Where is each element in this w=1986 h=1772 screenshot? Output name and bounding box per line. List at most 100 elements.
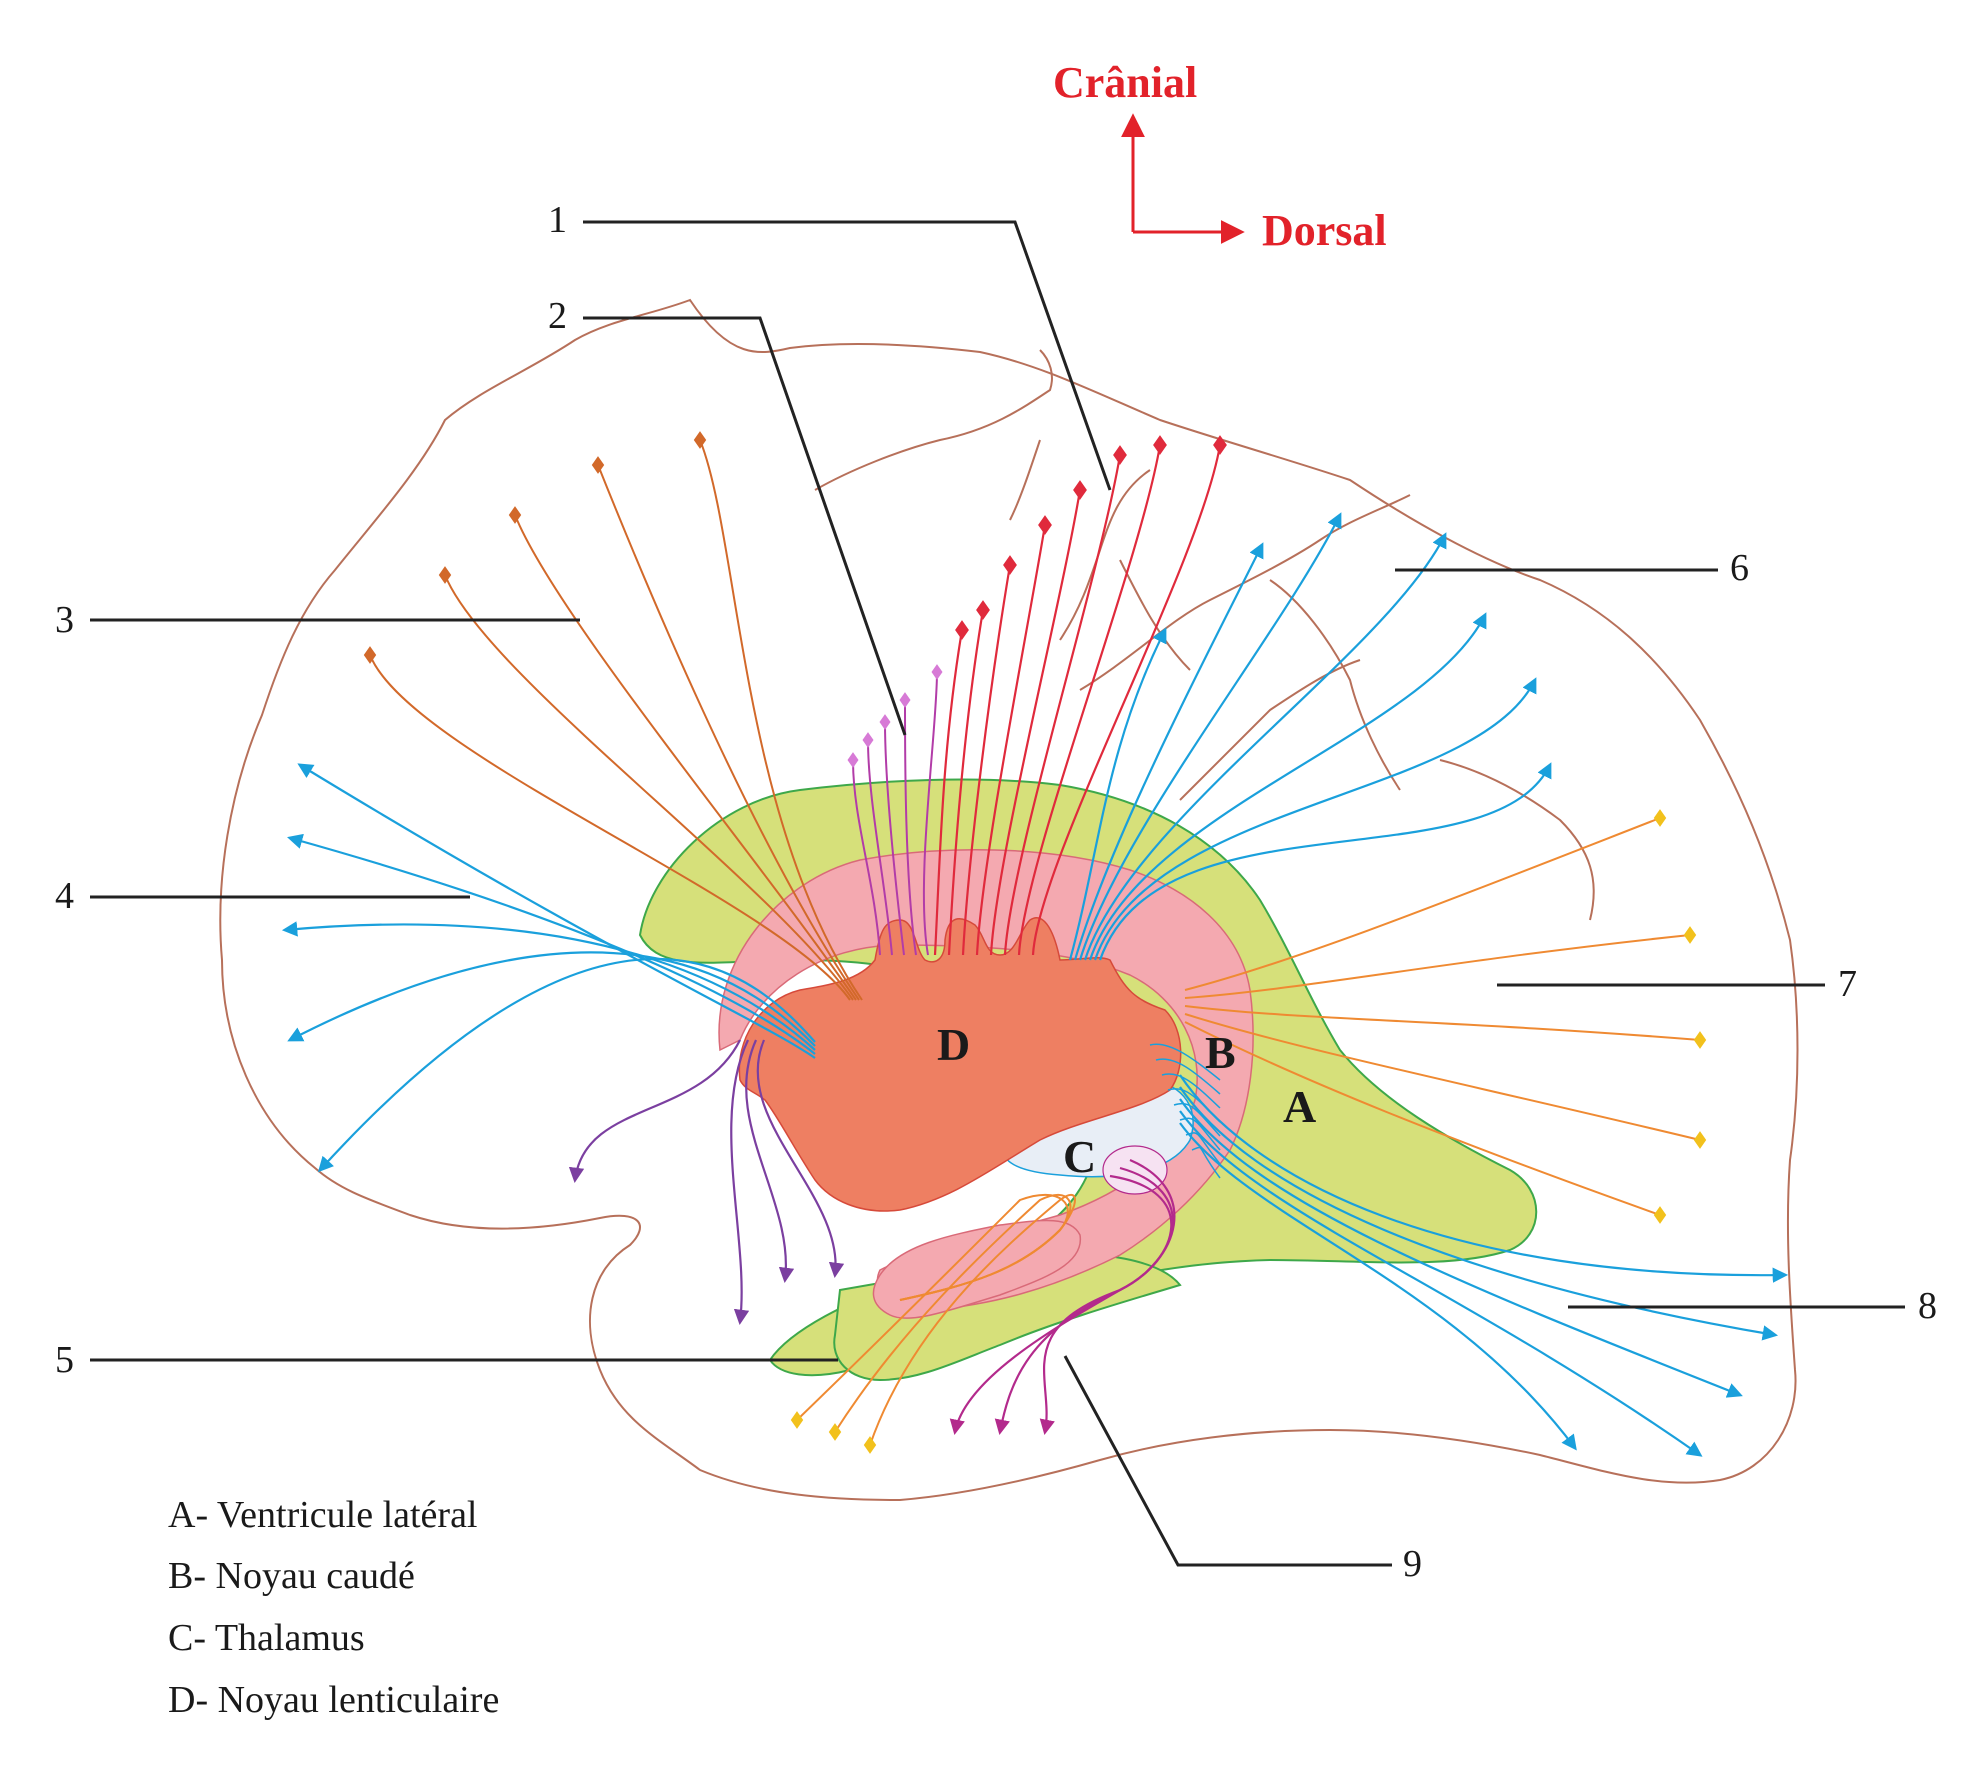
cell-yellow [1653,809,1667,827]
fiber-purple [756,1039,845,1279]
cell-yellow [1693,1031,1707,1049]
fiber-blue-thalamic [1149,1043,1221,1081]
cell-orange-dark [363,646,377,664]
cell-temporal [790,1411,804,1429]
fiber-purple [730,1039,750,1326]
fiber-blue-upward [1098,762,1552,961]
legend-item-C: C- Thalamus [168,1617,365,1659]
fiber-orange-temporal [869,1193,1076,1446]
brain-sulci [814,349,1595,921]
fiber-blue-thalamic [1185,1132,1221,1165]
fiber-orange [1184,934,1691,999]
fiber-purple [568,1039,741,1184]
dorsal-label: Dorsal [1262,206,1387,255]
cell-red [1003,555,1017,575]
label-7: 7 [1838,963,1857,1005]
fiber-pink [922,671,938,956]
fiber-red [1017,444,1162,956]
orientation-compass: Crânial Dorsal [1053,58,1387,255]
compass-axes [1131,120,1240,232]
fiber-orange-dark [444,574,854,1001]
fiber-blue-posterior [1179,1086,1779,1341]
cell-yellow [1683,926,1697,944]
fiber-blue-upward [1083,532,1447,961]
fiber-blue-posterior [1179,1122,1577,1451]
fiber-blue-thalamic [1161,1073,1221,1109]
fiber-orange-dark [597,464,860,1001]
cell-orange-dark [508,506,522,524]
label-4: 4 [55,875,74,917]
legend-item-D: D- Noyau lenticulaire [168,1679,499,1721]
fiber-blue-upward [1073,542,1264,961]
fiber-pink [852,759,881,956]
structure-A: A [1283,1081,1316,1132]
fiber-red [989,489,1082,956]
cell-pink [862,732,874,748]
label-1: 1 [548,199,567,241]
label-2: 2 [548,295,567,337]
fiber-blue-thalamic [1167,1088,1221,1123]
cell-pink [879,714,891,730]
legend-item-A: A- Ventricule latéral [168,1494,478,1536]
fiber-blue-thalamic [1179,1117,1221,1151]
fiber-blue-anterior [287,833,816,1055]
label-6: 6 [1730,547,1749,589]
fiber-orange [1184,1013,1701,1141]
cell-orange-dark [438,566,452,584]
cell-red [1213,435,1227,455]
structure-B: B [1205,1027,1236,1078]
cranial-label: Crânial [1053,58,1197,107]
label-5: 5 [55,1339,74,1381]
fiber-blue-thalamic [1155,1058,1221,1095]
fiber-violet [1039,1174,1173,1436]
cell-orange-dark [591,456,605,474]
leader-1 [583,220,1112,491]
cell-yellow [1653,1206,1667,1224]
cell-yellow [1693,1131,1707,1149]
fiber-red [961,564,1012,956]
fiber-pink [867,739,893,956]
cell-pink [931,664,943,680]
label-8: 8 [1918,1285,1937,1327]
leader-9 [1063,1355,1392,1567]
fiber-orange-dark [699,439,863,1001]
fiber-red [1031,444,1222,956]
structure-D: D [937,1019,970,1070]
fiber-blue-upward [1088,612,1487,961]
structure-C: C [1063,1131,1096,1182]
fiber-orange-dark [514,514,857,1001]
cell-red [1038,515,1052,535]
fiber-blue-posterior [1179,1110,1703,1457]
fiber-orange [1184,1005,1701,1041]
cell-temporal [863,1436,877,1454]
fiber-blue-thalamic [1191,1146,1221,1179]
fiber-orange [1184,1021,1661,1216]
fiber-orange [1184,817,1661,991]
cell-red [1113,445,1127,465]
fiber-blue-upward [1093,677,1537,961]
legend-item-B: B- Noyau caudé [168,1555,415,1597]
cell-red [1073,480,1087,500]
fiber-red [933,629,964,956]
label-9: 9 [1403,1543,1422,1585]
label-3: 3 [55,599,74,641]
cell-pink [847,752,859,768]
projection-fibers [281,431,1789,1457]
fiber-red [1003,454,1122,956]
brain-outline [219,298,1799,1502]
leader-2 [583,316,907,736]
legend: A- Ventricule latéral B- Noyau caudé C- … [168,1494,499,1721]
cell-temporal [828,1423,842,1441]
fiber-blue-anterior [297,763,816,1059]
fiber-red [975,524,1047,956]
cell-pink [899,692,911,708]
cell-orange-dark [693,431,707,449]
fiber-purple [745,1039,795,1284]
fiber-orange-dark [369,654,851,1001]
fiber-blue-thalamic [1173,1102,1221,1137]
cell-red [1153,435,1167,455]
cell-red [955,620,969,640]
fiber-pink [904,699,917,956]
fiber-blue-upward [1078,512,1342,961]
